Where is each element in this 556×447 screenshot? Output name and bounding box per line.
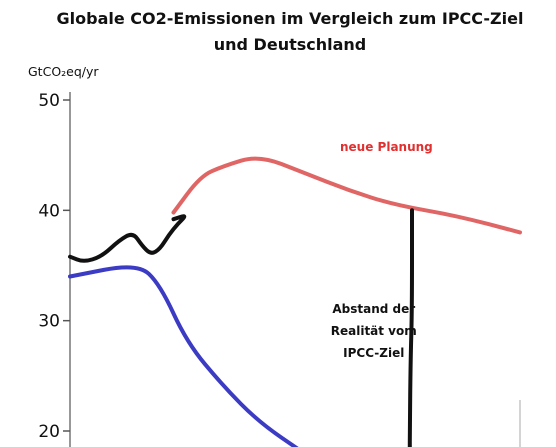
series-line-0 xyxy=(68,214,187,263)
series-line-1 xyxy=(171,156,522,235)
annotation-0: neue Planung xyxy=(340,140,433,154)
annotation-2: Realität vom xyxy=(331,324,417,338)
y-tick-label: 20 xyxy=(38,422,60,442)
chart-title-line-2: und Deutschland xyxy=(214,35,367,54)
y-tick-label: 40 xyxy=(38,201,60,221)
chart-title-line-1: Globale CO2-Emissionen im Vergleich zum … xyxy=(57,9,524,28)
y-tick-label: 30 xyxy=(38,312,60,332)
annotation-1: Abstand der xyxy=(332,302,415,316)
axes xyxy=(69,92,521,447)
series-lines xyxy=(68,156,522,447)
series-line-3 xyxy=(407,208,414,447)
series-line-2 xyxy=(68,265,299,447)
y-axis-ticks: 20 30 40 50 xyxy=(38,91,70,442)
annotations: neue Planung Abstand der Realität vom IPCC-… xyxy=(331,140,433,360)
annotation-3: IPCC-Ziel xyxy=(343,346,404,360)
y-tick-label: 50 xyxy=(38,91,60,111)
y-axis-label: GtCO₂eq/yr xyxy=(28,64,99,79)
